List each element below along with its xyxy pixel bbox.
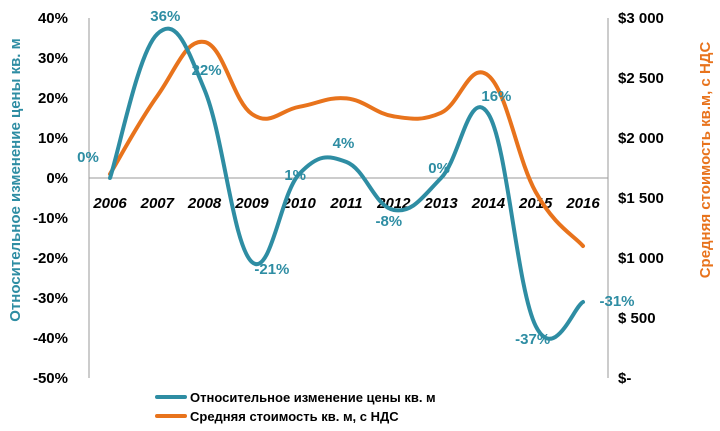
year-label: 2016 <box>565 195 600 212</box>
right-tick-label: $3 000 <box>618 10 664 27</box>
data-label: 0% <box>428 160 450 177</box>
right-tick-label: $2 500 <box>618 70 664 87</box>
right-tick-label: $ 500 <box>618 310 656 327</box>
right-tick-labels: $3 000 $2 500 $2 000 $1 500 $1 000 $ 500 $- <box>618 10 664 387</box>
left-tick-label: 10% <box>38 130 68 147</box>
legend-label-relative-change: Относительное изменение цены кв. м <box>190 390 436 405</box>
series-lines <box>108 26 585 341</box>
left-tick-label: -30% <box>33 290 68 307</box>
series-line-relative-change <box>108 26 585 341</box>
right-tick-label: $2 000 <box>618 130 664 147</box>
legend: Относительное изменение цены кв. м Средн… <box>155 390 436 424</box>
data-label: 1% <box>284 167 306 184</box>
left-tick-label: 40% <box>38 10 68 27</box>
left-tick-label: -50% <box>33 370 68 387</box>
year-label: 2011 <box>329 195 362 212</box>
year-label: 2006 <box>92 195 127 212</box>
right-axis-title: Средняя стоимость кв.м, с НДС <box>697 42 714 279</box>
data-label: 4% <box>333 135 355 152</box>
series-line-average-cost <box>108 39 585 248</box>
data-label: -21% <box>254 261 289 278</box>
data-label: -37% <box>515 331 550 348</box>
right-tick-label: $1 000 <box>618 250 664 267</box>
data-label: 22% <box>192 62 222 79</box>
left-tick-label: 20% <box>38 90 68 107</box>
data-label: -31% <box>599 293 634 310</box>
data-label: 16% <box>481 88 511 105</box>
year-labels: 2006 2007 2008 2009 2010 2011 2012 2013 2014 2015… <box>92 195 600 212</box>
left-tick-labels: 40% 30% 20% 10% 0% -10% -20% -30% -40% -50% <box>33 10 68 387</box>
left-tick-label: -10% <box>33 210 68 227</box>
right-tick-label: $- <box>618 370 631 387</box>
year-label: 2007 <box>140 195 175 212</box>
year-label: 2009 <box>234 195 269 212</box>
data-label: -8% <box>375 213 402 230</box>
year-label: 2014 <box>471 195 506 212</box>
left-tick-label: 30% <box>38 50 68 67</box>
left-tick-label: -40% <box>33 330 68 347</box>
data-label: 0% <box>77 149 99 166</box>
left-axis-title: Относительное изменение цены кв. м <box>7 38 24 321</box>
year-label: 2013 <box>423 195 458 212</box>
data-labels: 0% 36% 22% -21% 1% 4% -8% 0% 16% -37% -31% <box>77 8 634 348</box>
year-label: 2008 <box>187 195 222 212</box>
data-label: 36% <box>150 8 180 25</box>
left-tick-label: 0% <box>46 170 68 187</box>
right-tick-label: $1 500 <box>618 190 664 207</box>
year-label: 2010 <box>282 195 317 212</box>
legend-label-average-cost: Средняя стоимость кв. м, с НДС <box>190 409 399 424</box>
left-tick-label: -20% <box>33 250 68 267</box>
